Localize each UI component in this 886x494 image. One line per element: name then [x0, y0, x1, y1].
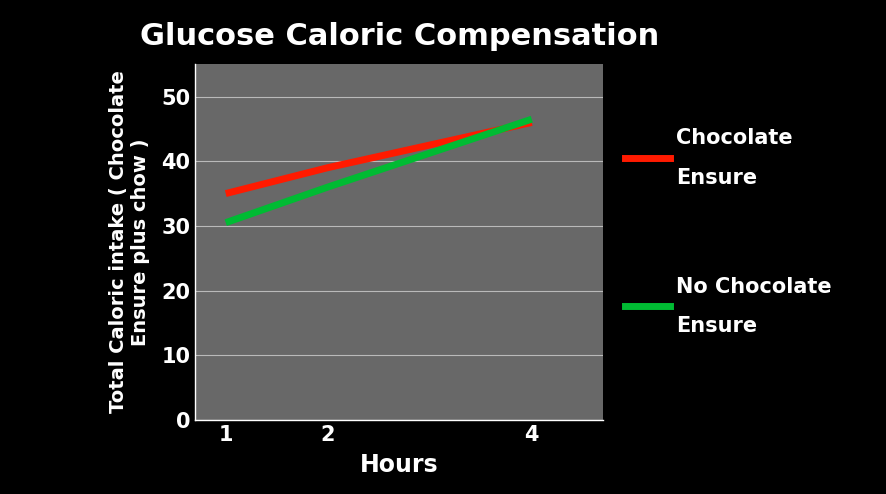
Line: No Chocolate
Ensure: No Chocolate Ensure [225, 119, 532, 223]
Text: No Chocolate: No Chocolate [675, 277, 830, 296]
Line: Chocolate
Ensure: Chocolate Ensure [225, 123, 532, 194]
No Chocolate
Ensure [220, 220, 230, 226]
Chocolate
Ensure [526, 120, 537, 125]
Chocolate
Ensure [323, 165, 333, 170]
Text: Chocolate: Chocolate [675, 128, 791, 148]
X-axis label: Hours: Hours [360, 453, 438, 477]
No Chocolate
Ensure [526, 116, 537, 122]
Text: Ensure: Ensure [675, 168, 756, 188]
Text: Ensure: Ensure [675, 316, 756, 336]
Title: Glucose Caloric Compensation: Glucose Caloric Compensation [139, 22, 658, 51]
No Chocolate
Ensure [323, 184, 333, 190]
Chocolate
Ensure [220, 191, 230, 197]
Y-axis label: Total Caloric intake ( Chocolate
Ensure plus chow ): Total Caloric intake ( Chocolate Ensure … [109, 71, 150, 413]
